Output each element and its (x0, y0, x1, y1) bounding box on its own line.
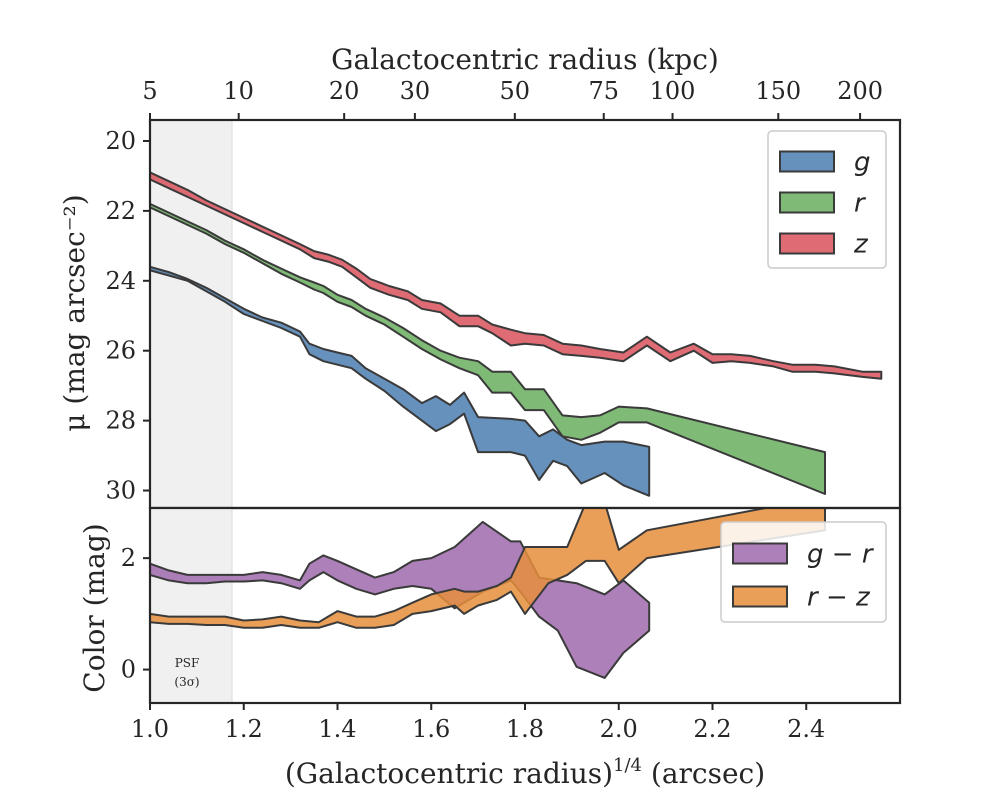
y-tick-label: 22 (105, 197, 136, 225)
psf-label-line1: PSF (175, 656, 200, 670)
kpc-tick-label: 50 (500, 77, 531, 105)
bottom-x-axis-title: (Galactocentric radius)1/4 (arcsec) (285, 755, 765, 790)
x-axis-title-unit: (arcsec) (642, 757, 765, 790)
bottom-y-axis-title: Color (mag) (78, 523, 111, 692)
y-tick-label: 24 (105, 267, 136, 295)
x-tick-label: 1.8 (506, 715, 544, 743)
top-y-axis: 20 22 24 26 28 30 (105, 127, 150, 505)
kpc-tick-label: 5 (142, 77, 157, 105)
x-axis-title-exponent: 1/4 (613, 755, 642, 776)
top-y-axis-title: μ (mag arcsec⁻²) (58, 194, 91, 431)
x-tick-label: 1.2 (225, 715, 263, 743)
kpc-tick-label: 75 (588, 77, 619, 105)
kpc-tick-label: 20 (329, 77, 360, 105)
top-legend: grz (767, 130, 887, 269)
color-panel: 02 1.0 1.2 1.4 1.6 1.8 2.0 2.2 2.4 Color (mag) … (78, 506, 902, 790)
band-z (150, 171, 883, 380)
psf-region-bottom (149, 507, 233, 704)
surface-brightness-bands (150, 171, 883, 497)
legend-swatch (779, 232, 835, 255)
kpc-tick-label: 30 (400, 77, 431, 105)
surface-brightness-panel: 20 22 24 26 28 30 5 10 20 30 50 75 100 150 200 Galact… (58, 43, 902, 510)
legend-label: z (853, 230, 869, 260)
y-tick-label: 20 (105, 127, 136, 155)
x-tick-label: 1.6 (412, 715, 450, 743)
x-tick-label: 2.0 (600, 715, 638, 743)
band-r (150, 202, 826, 495)
legend-swatch (732, 542, 788, 565)
psf-label-line2: (3σ) (174, 675, 199, 689)
x-tick-label: 2.2 (693, 715, 731, 743)
legend-label: r (854, 189, 867, 219)
top-x-axis-title: Galactocentric radius (kpc) (331, 43, 719, 76)
kpc-tick-label: 10 (223, 77, 254, 105)
bottom-x-axis: 1.0 1.2 1.4 1.6 1.8 2.0 2.2 2.4 (131, 703, 825, 743)
top-kpc-axis: 5 10 20 30 50 75 100 150 200 (142, 77, 883, 120)
legend-swatch (779, 150, 835, 173)
kpc-tick-label: 200 (837, 77, 883, 105)
bottom-legend: g − r r − z (720, 521, 887, 623)
bottom-y-axis: 02 (121, 544, 150, 684)
kpc-tick-label: 150 (755, 77, 801, 105)
y-tick-label: 30 (105, 477, 136, 505)
legend-label: g − r (807, 540, 875, 570)
band-g (150, 265, 651, 497)
legend-swatch (732, 585, 788, 608)
y-tick-label: 26 (105, 337, 136, 365)
legend-label: r − z (807, 583, 871, 613)
x-tick-label: 2.4 (787, 715, 825, 743)
x-tick-label: 1.4 (318, 715, 356, 743)
legend-swatch (779, 191, 835, 214)
y-tick-label: 0 (121, 656, 136, 684)
x-tick-label: 1.0 (131, 715, 169, 743)
y-tick-label: 28 (105, 407, 136, 435)
legend-label: g (854, 148, 871, 178)
kpc-tick-label: 100 (650, 77, 696, 105)
y-tick-label: 2 (121, 544, 136, 572)
x-axis-title-main: (Galactocentric radius) (285, 757, 613, 790)
